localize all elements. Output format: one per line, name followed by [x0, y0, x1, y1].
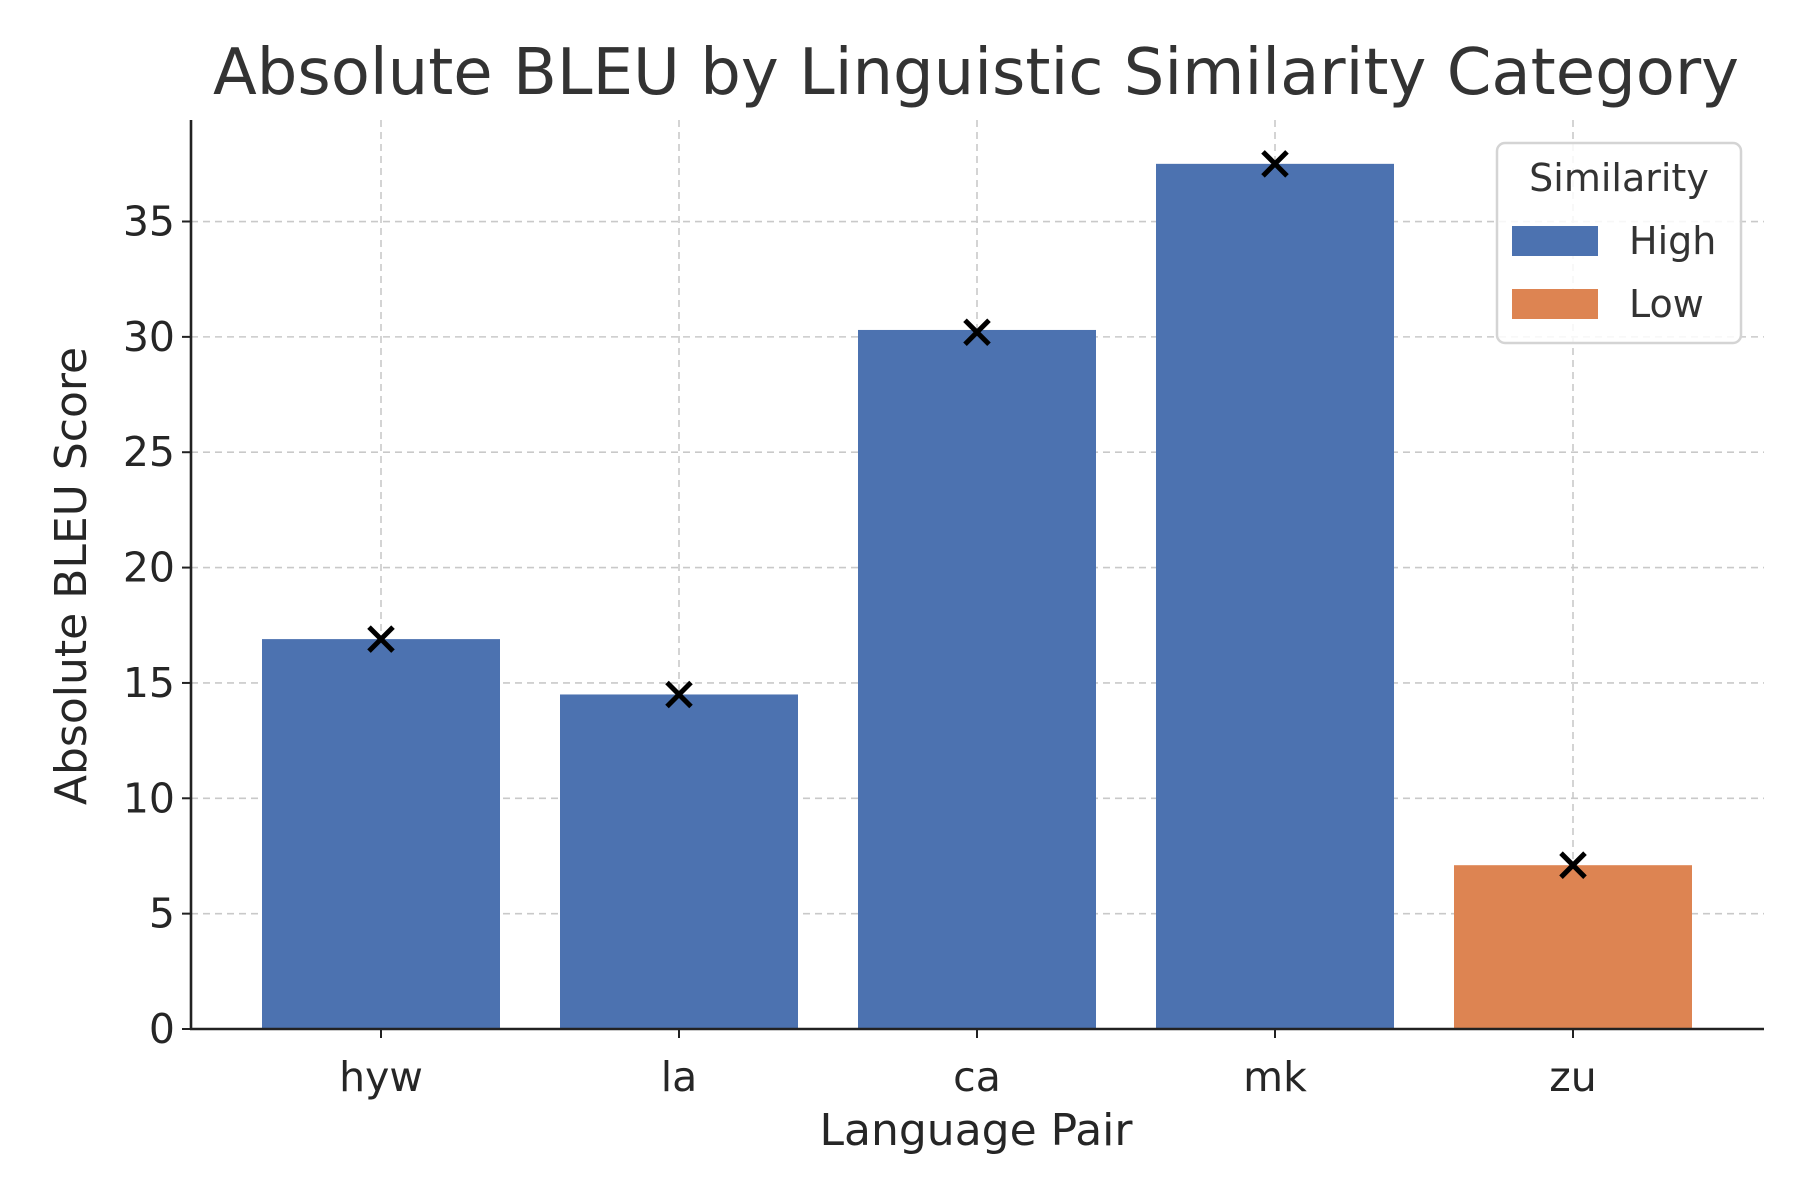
bar-hyw	[262, 639, 500, 1029]
marker-zu	[1559, 851, 1587, 879]
legend-swatch-high	[1512, 226, 1598, 256]
x-tick-label-zu: zu	[1549, 1053, 1597, 1101]
y-tick-label-35: 35	[123, 198, 175, 246]
marker-ca	[963, 318, 991, 347]
marker-la	[665, 680, 693, 709]
x-tick-label-la: la	[661, 1053, 698, 1101]
bars	[262, 163, 1692, 1030]
legend-swatch-low	[1512, 289, 1598, 319]
marker-hyw-stroke-b	[367, 625, 395, 653]
x-axis-title: Language Pair	[820, 1105, 1134, 1156]
y-tick-label-10: 10	[123, 774, 175, 822]
bar-mk	[1156, 163, 1394, 1029]
legend: Similarity High Low	[1495, 141, 1743, 345]
markers	[367, 150, 1587, 879]
tick-labels: 0 5 10 15 20 25 30 35 hyw la ca mk zu	[123, 198, 1597, 1101]
y-tick-label-0: 0	[149, 1005, 175, 1053]
chart-title: Absolute BLEU by Linguistic Similarity C…	[213, 36, 1739, 110]
marker-zu-stroke-b	[1559, 851, 1587, 879]
x-tick-label-ca: ca	[953, 1053, 1001, 1101]
bar-ca	[858, 329, 1096, 1030]
y-tick-label-25: 25	[123, 428, 175, 476]
bar-zu	[1454, 865, 1692, 1029]
marker-ca-stroke-b	[963, 318, 991, 347]
y-tick-label-20: 20	[123, 544, 175, 592]
x-tick-label-hyw: hyw	[339, 1053, 423, 1101]
marker-hyw	[367, 625, 395, 653]
marker-mk-stroke-b	[1261, 150, 1289, 178]
bar-la	[560, 694, 798, 1029]
y-axis-title: Absolute BLEU Score	[46, 347, 97, 805]
y-tick-label-15: 15	[123, 659, 175, 707]
y-tick-label-30: 30	[123, 313, 175, 361]
x-tick-label-mk: mk	[1243, 1053, 1307, 1101]
legend-title: Similarity	[1529, 156, 1709, 200]
legend-label-low: Low	[1629, 282, 1704, 326]
legend-label-high: High	[1629, 219, 1716, 263]
marker-la-stroke-b	[665, 680, 693, 709]
y-tick-label-5: 5	[149, 890, 175, 938]
marker-mk	[1261, 150, 1289, 178]
axes	[182, 120, 1764, 1038]
